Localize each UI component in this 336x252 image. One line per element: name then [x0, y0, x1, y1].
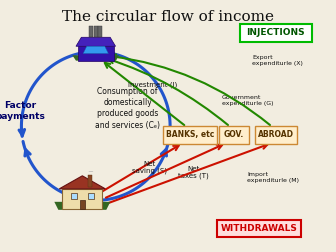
Text: Government
expenditurle (G): Government expenditurle (G) [222, 96, 273, 106]
Polygon shape [76, 37, 116, 46]
FancyBboxPatch shape [80, 200, 85, 209]
Polygon shape [59, 176, 105, 189]
Text: INJECTIONS: INJECTIONS [246, 28, 305, 37]
Polygon shape [72, 55, 119, 61]
Text: Net
saving (S): Net saving (S) [132, 161, 167, 174]
Text: ABROAD: ABROAD [257, 130, 294, 139]
Text: ~: ~ [87, 169, 93, 175]
Text: Net
taxes (T): Net taxes (T) [178, 166, 209, 179]
FancyBboxPatch shape [88, 193, 94, 199]
FancyBboxPatch shape [71, 193, 77, 199]
FancyBboxPatch shape [217, 219, 301, 237]
FancyBboxPatch shape [255, 126, 296, 144]
Polygon shape [54, 202, 110, 210]
FancyBboxPatch shape [218, 126, 249, 144]
Text: Export
expenditurle (X): Export expenditurle (X) [252, 55, 303, 66]
Polygon shape [89, 26, 93, 37]
Text: The circular flow of income: The circular flow of income [62, 10, 274, 24]
Polygon shape [98, 26, 102, 37]
FancyBboxPatch shape [88, 175, 92, 187]
Text: BANKS, etc: BANKS, etc [166, 130, 214, 139]
FancyBboxPatch shape [163, 126, 217, 144]
Polygon shape [78, 46, 114, 61]
FancyBboxPatch shape [240, 24, 311, 42]
Text: Investment (I): Investment (I) [128, 81, 177, 88]
Text: Consumption of
domestically
produced goods
and services (Cₑ): Consumption of domestically produced goo… [95, 87, 160, 130]
FancyBboxPatch shape [62, 189, 102, 209]
Polygon shape [83, 46, 108, 53]
Text: Factor
payments: Factor payments [0, 101, 45, 120]
Polygon shape [94, 26, 98, 37]
Text: GOV.: GOV. [223, 130, 244, 139]
Text: Import
expenditurle (M): Import expenditurle (M) [247, 172, 299, 183]
Text: WITHDRAWALS: WITHDRAWALS [220, 224, 297, 233]
